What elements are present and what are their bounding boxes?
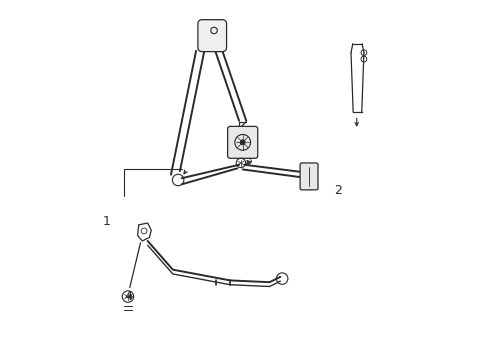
Text: 2: 2 — [333, 184, 341, 197]
Circle shape — [240, 140, 244, 145]
Text: 3: 3 — [244, 154, 251, 167]
Text: 4: 4 — [124, 290, 132, 303]
FancyBboxPatch shape — [227, 126, 257, 158]
Text: 1: 1 — [102, 215, 110, 228]
FancyBboxPatch shape — [300, 163, 317, 190]
FancyBboxPatch shape — [198, 20, 226, 51]
